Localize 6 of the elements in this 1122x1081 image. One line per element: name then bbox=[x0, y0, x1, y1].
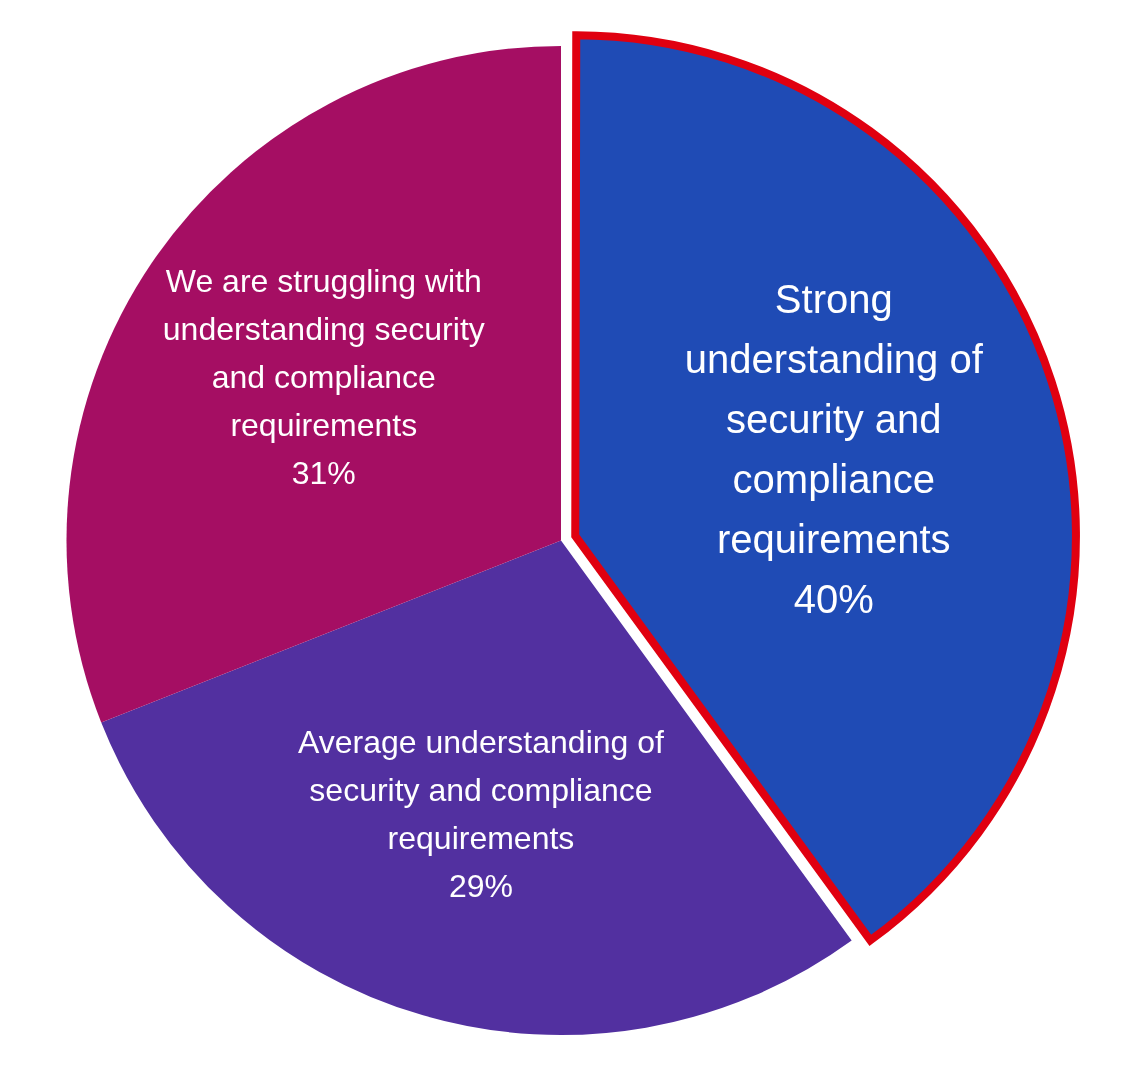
slice-label: Average understanding of security and compliance requirements bbox=[298, 723, 665, 856]
data-label: 29% bbox=[448, 867, 514, 904]
data-label: 40% bbox=[793, 576, 874, 621]
slice-label: We are struggling with understanding security and compliance requirements bbox=[162, 263, 485, 444]
slice-label: Strong understanding of security and compliance requirements bbox=[684, 276, 984, 561]
data-label: 31% bbox=[291, 455, 356, 492]
